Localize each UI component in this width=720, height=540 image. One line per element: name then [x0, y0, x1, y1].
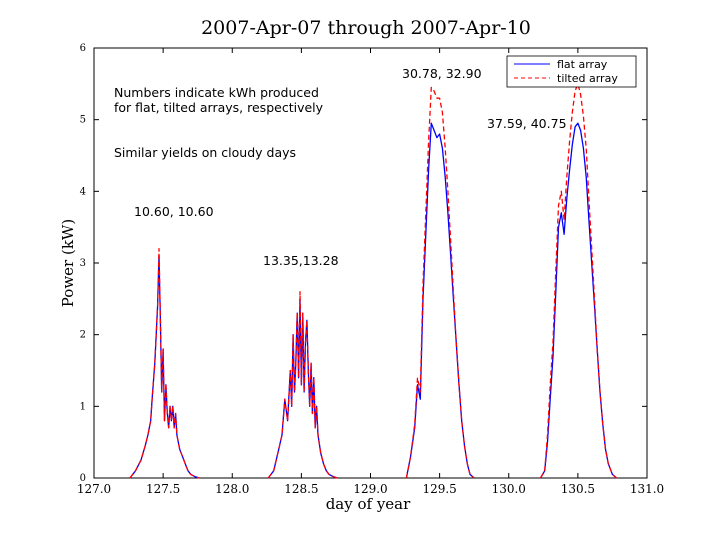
series-line-tilted-array-day-1 — [129, 248, 200, 479]
legend-box — [506, 55, 637, 88]
y-tick-label: 3 — [80, 258, 86, 269]
series-line-flat-array-day-1 — [129, 255, 200, 479]
axis-ticks: 127.0 127.5 128.0 128.5 129.0 129.5 130.0 130.5… — [77, 43, 664, 496]
annotation-day3-yield: 30.78, 32.90 — [402, 66, 482, 81]
series-line-tilted-array-day-2 — [267, 291, 338, 479]
y-tick-label: 4 — [80, 186, 86, 197]
y-tick-label: 2 — [80, 330, 86, 341]
series-line-flat-array-day-3 — [405, 122, 475, 479]
y-tick-label: 5 — [80, 115, 86, 126]
y-tick-label: 6 — [80, 43, 86, 54]
annotation-note-line1: Numbers indicate kWh produced — [114, 85, 319, 100]
x-tick-label: 128.0 — [215, 482, 249, 496]
x-tick-label: 127.0 — [77, 482, 111, 496]
annotation-day1-yield: 10.60, 10.60 — [134, 204, 214, 219]
series-line-tilted-array-day-4 — [539, 83, 618, 479]
annotation-day2-yield: 13.35,13.28 — [263, 253, 339, 268]
x-tick-label: 128.5 — [284, 482, 318, 496]
annotation-note-line2: for flat, tilted arrays, respectively — [114, 100, 324, 115]
series-line-flat-array-day-4 — [539, 122, 618, 479]
chart-title: 2007-Apr-07 through 2007-Apr-10 — [201, 17, 531, 39]
series-line-tilted-array-day-3 — [405, 86, 475, 479]
x-axis-label: day of year — [326, 495, 411, 513]
y-tick-label: 0 — [80, 473, 86, 484]
series-layer — [129, 83, 618, 479]
annotation-day4-yield: 37.59, 40.75 — [487, 116, 567, 131]
x-tick-label: 130.5 — [561, 482, 595, 496]
x-tick-label: 129.0 — [353, 482, 387, 496]
y-axis-label: Power (kW) — [59, 219, 77, 307]
annotation-note-cloudy: Similar yields on cloudy days — [114, 145, 296, 160]
legend-label-flat-array: flat array — [557, 58, 608, 71]
y-tick-label: 1 — [80, 401, 86, 412]
legend-label-tilted-array: tilted array — [557, 72, 618, 85]
x-tick-label: 131.0 — [630, 482, 664, 496]
legend: flat array tilted array — [506, 55, 637, 88]
x-tick-label: 127.5 — [146, 482, 180, 496]
x-tick-label: 130.0 — [492, 482, 526, 496]
x-tick-label: 129.5 — [422, 482, 456, 496]
